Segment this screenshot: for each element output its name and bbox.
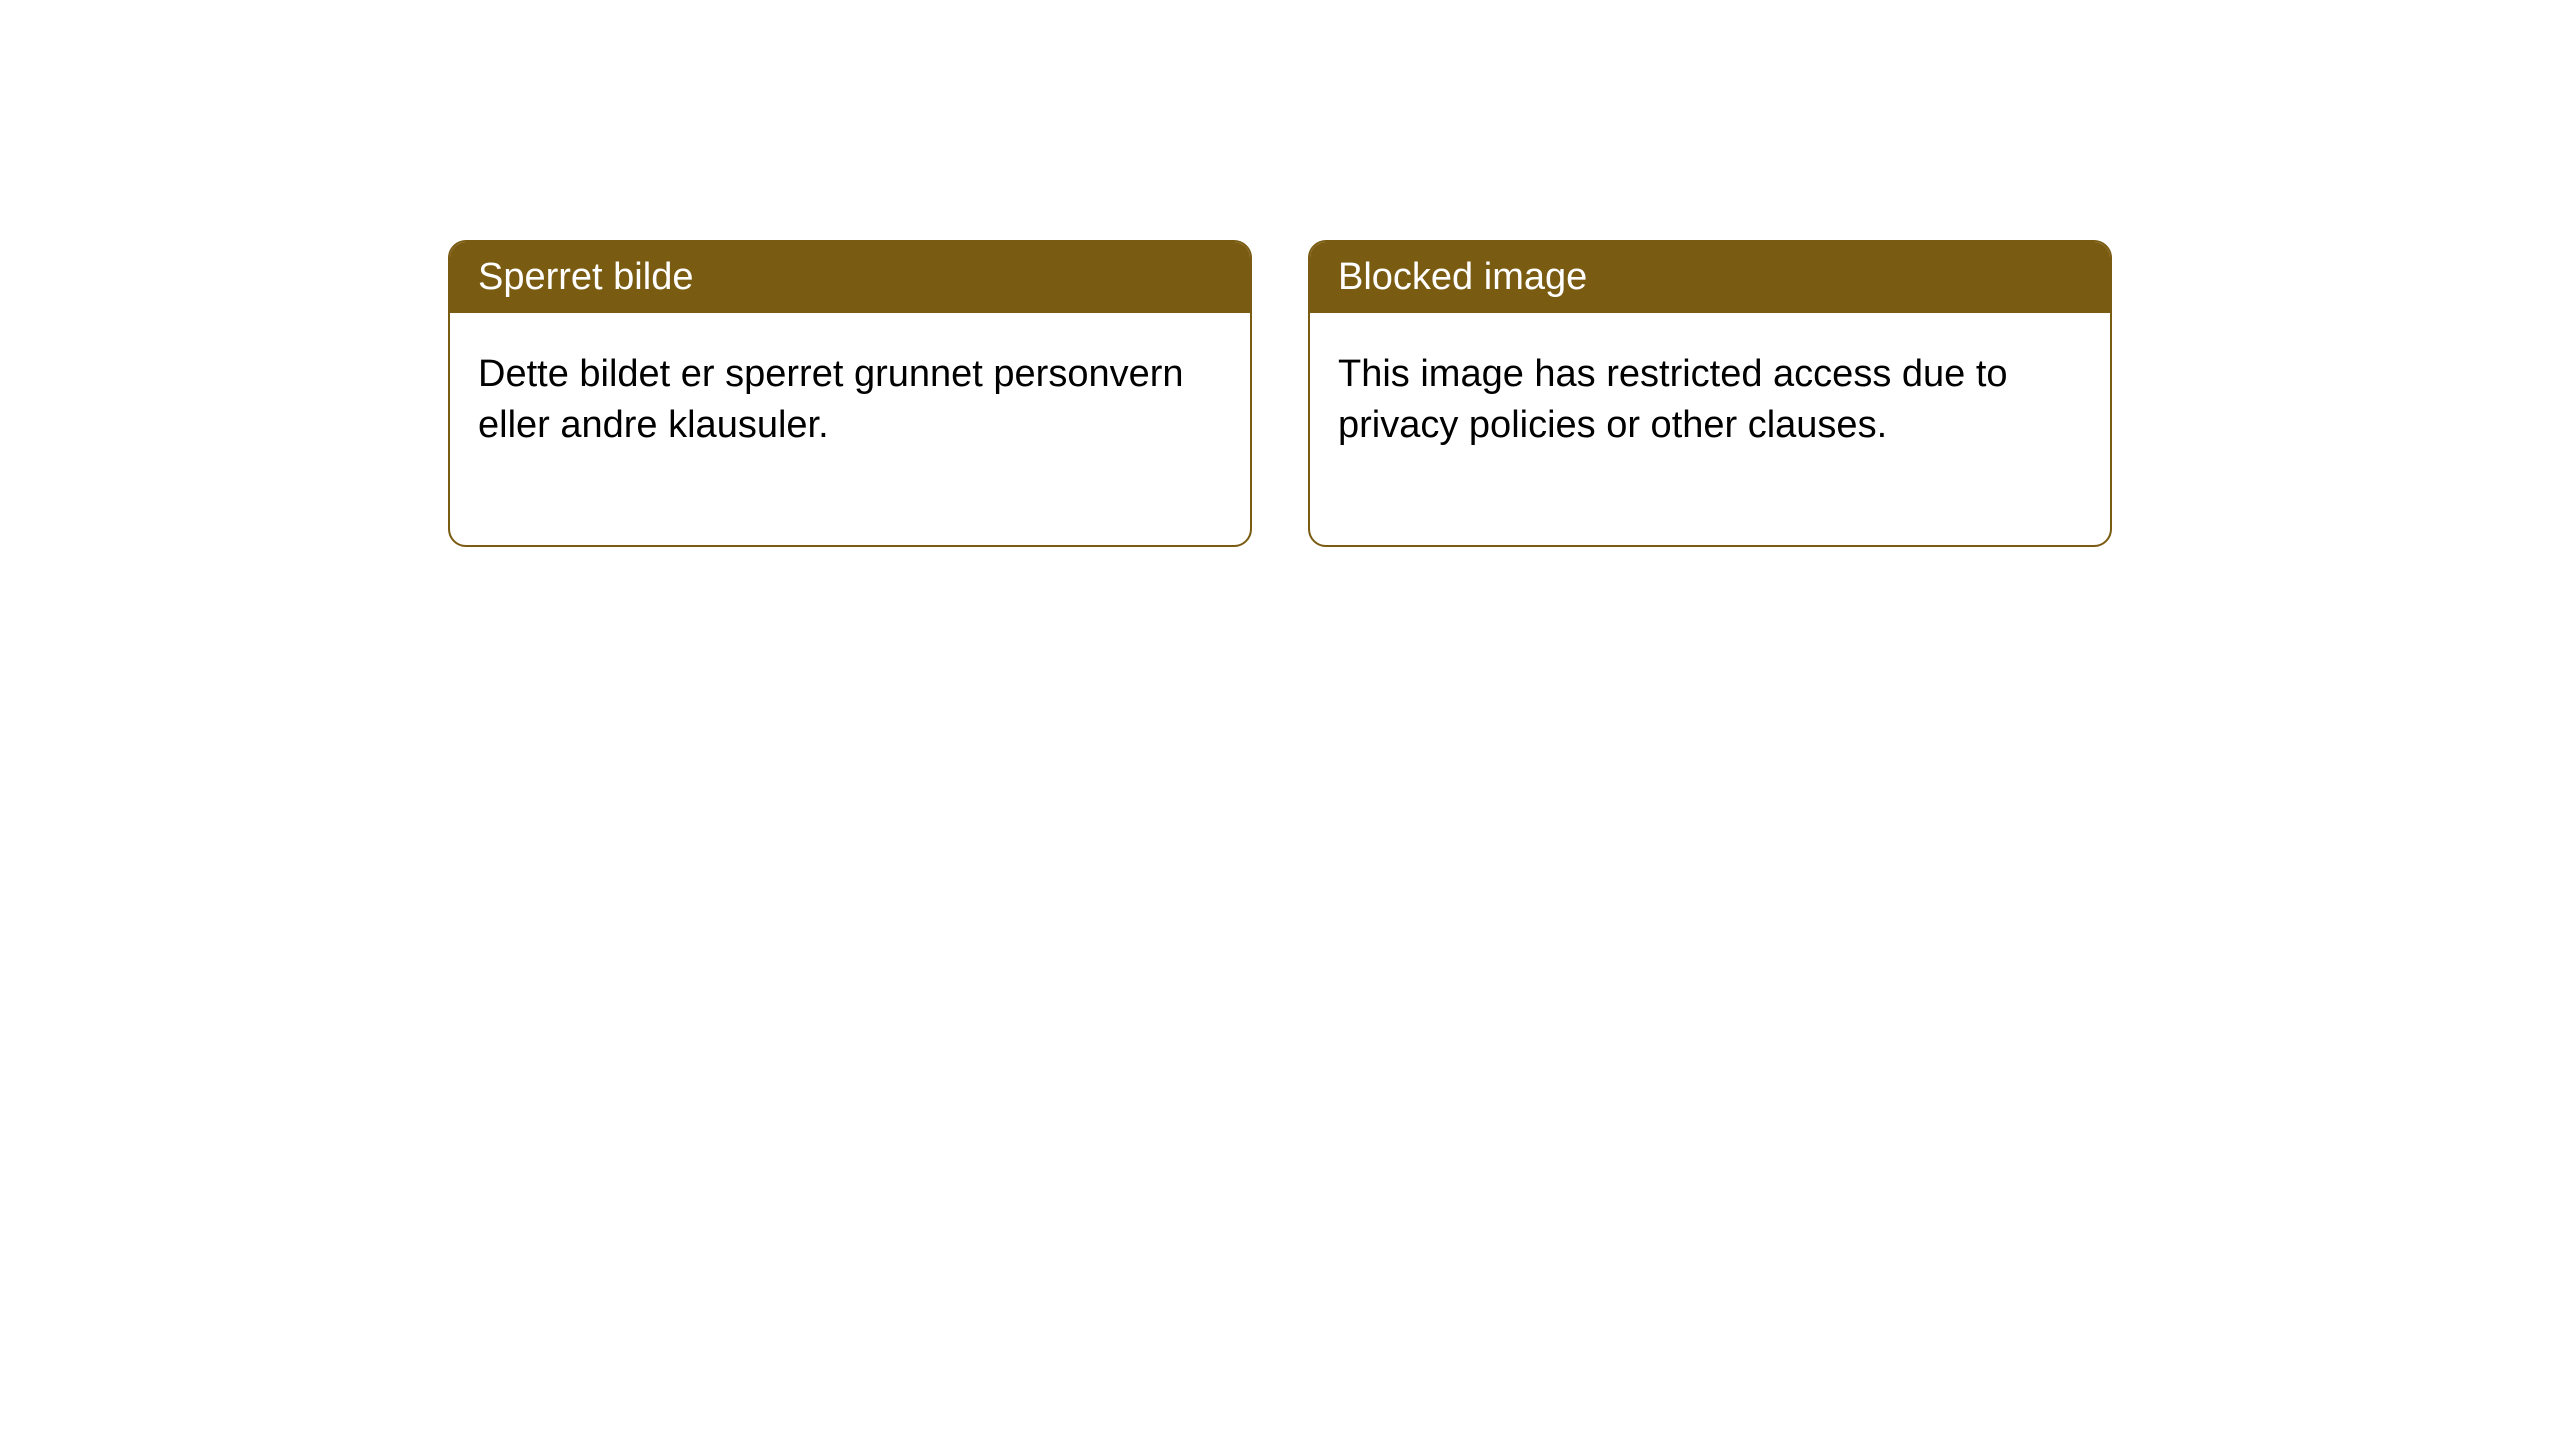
notice-title: Blocked image — [1338, 256, 1587, 298]
notice-header: Blocked image — [1310, 242, 2110, 313]
notice-card-norwegian: Sperret bilde Dette bildet er sperret gr… — [448, 240, 1252, 547]
notice-header: Sperret bilde — [450, 242, 1250, 313]
notice-body-text: This image has restricted access due to … — [1338, 353, 2008, 446]
notice-body: This image has restricted access due to … — [1310, 313, 2110, 545]
notice-card-english: Blocked image This image has restricted … — [1308, 240, 2112, 547]
notice-cards-container: Sperret bilde Dette bildet er sperret gr… — [448, 240, 2112, 547]
notice-title: Sperret bilde — [478, 256, 693, 298]
notice-body-text: Dette bildet er sperret grunnet personve… — [478, 353, 1184, 446]
notice-body: Dette bildet er sperret grunnet personve… — [450, 313, 1250, 545]
